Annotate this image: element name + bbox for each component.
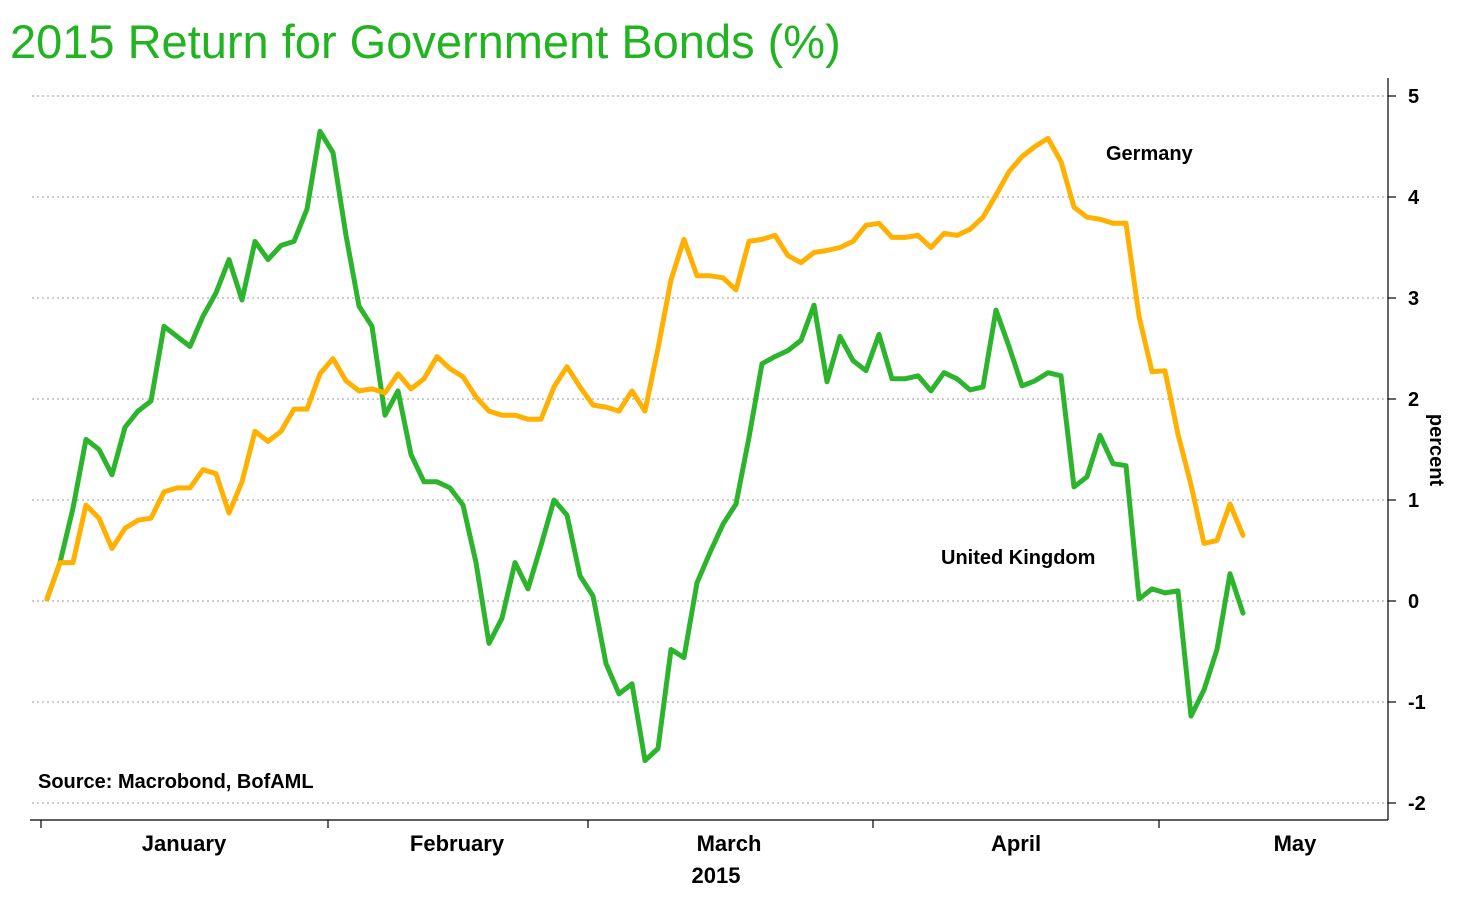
x-tick-label: January xyxy=(142,831,227,856)
y-tick-label: -1 xyxy=(1408,692,1426,714)
gridlines xyxy=(32,95,1388,804)
y-ticks: 5 4 3 2 1 0 -1 -2 xyxy=(1388,86,1426,815)
source-note: Source: Macrobond, BofAML xyxy=(38,771,314,793)
y-tick-label: 0 xyxy=(1408,591,1419,613)
x-ticks: January February March April May xyxy=(40,820,1318,856)
x-year-label: 2015 xyxy=(692,863,741,888)
germany-annotation: Germany xyxy=(1106,143,1194,165)
y-tick-label: 5 xyxy=(1408,86,1419,108)
y-tick-label: 3 xyxy=(1408,288,1419,310)
x-tick-label: April xyxy=(991,831,1041,856)
series xyxy=(44,128,1246,764)
y-tick-label: 1 xyxy=(1408,490,1419,512)
x-tick-label: March xyxy=(697,831,762,856)
uk-annotation: United Kingdom xyxy=(941,547,1095,569)
chart-title: 2015 Return for Government Bonds (%) xyxy=(10,15,841,68)
series-line-united-kingdom xyxy=(44,128,1246,764)
y-tick-label: -2 xyxy=(1408,793,1426,815)
y-tick-label: 2 xyxy=(1408,389,1419,411)
y-tick-label: 4 xyxy=(1408,187,1420,209)
axes xyxy=(30,78,1389,821)
y-axis-label: percent xyxy=(1425,414,1447,487)
x-tick-label: May xyxy=(1274,831,1318,856)
x-tick-label: February xyxy=(410,831,505,856)
series-line-germany xyxy=(44,135,1246,602)
